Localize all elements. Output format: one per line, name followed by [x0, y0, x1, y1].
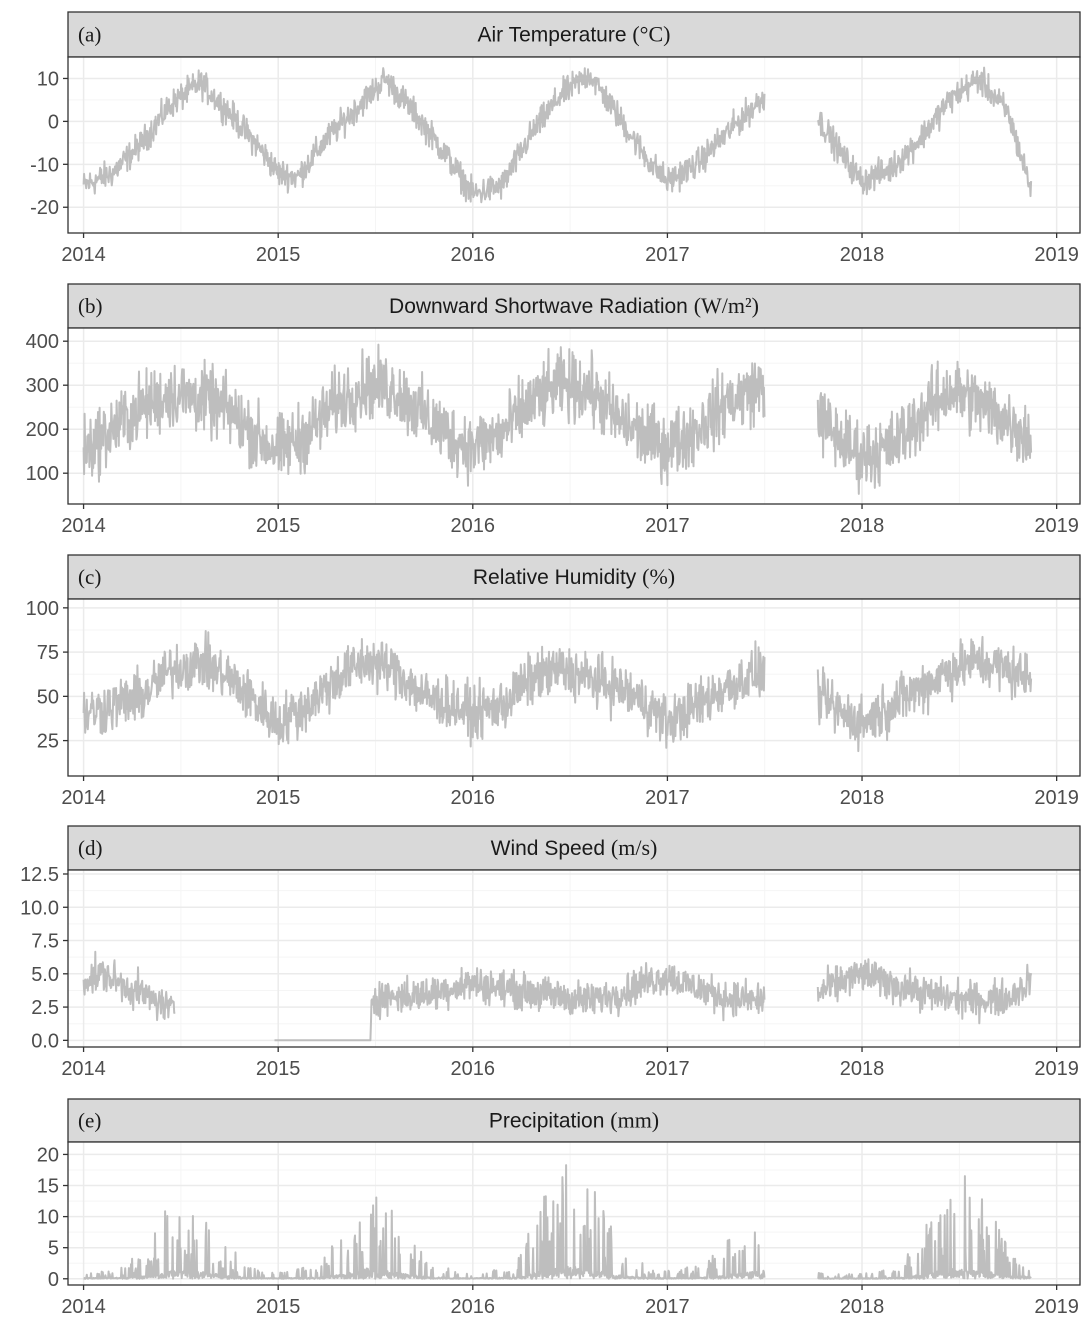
x-tick-label: 2015: [256, 787, 301, 809]
x-tick-label: 2019: [1034, 787, 1079, 809]
panel-title: Relative Humidity (%): [473, 564, 675, 589]
plot-area: [68, 870, 1080, 1047]
panel-a: (a) Air Temperature (°C) 10 0 -10 -20 2014 2015…: [30, 11, 1081, 266]
series-line: [82, 630, 1033, 753]
y-tick-label: 50: [37, 686, 59, 708]
series-line: [83, 1164, 1032, 1280]
panel-tag: (a): [78, 23, 101, 47]
panel-tag: (d): [78, 836, 103, 860]
panel-unit: (%): [642, 564, 675, 589]
series-line: [82, 343, 1033, 495]
y-tick-label: 10: [37, 68, 59, 90]
panel-title: Downward Shortwave Radiation (W/m²): [389, 293, 759, 318]
y-tick-label: 5: [48, 1238, 59, 1260]
x-tick-label: 2019: [1034, 1296, 1079, 1318]
y-tick-label: 25: [37, 731, 59, 753]
panel-tag: (b): [78, 294, 103, 318]
x-tick-label: 2014: [61, 1058, 106, 1080]
panel-unit: (mm): [610, 1108, 659, 1133]
x-tick-label: 2016: [451, 515, 496, 537]
panel-strip: [67, 283, 1081, 329]
x-tick-label: 2015: [256, 244, 301, 266]
x-tick-label: 2014: [61, 244, 106, 266]
y-tick-label: 300: [26, 375, 59, 397]
y-tick-label: -20: [30, 197, 59, 219]
panel-border: [67, 869, 1081, 1048]
panel-title: Air Temperature (°C): [478, 22, 671, 47]
y-tick-label: 10: [37, 1207, 59, 1229]
y-tick-label: 5.0: [31, 964, 59, 986]
panel-unit: (m/s): [611, 835, 657, 860]
x-tick-label: 2016: [451, 1296, 496, 1318]
panel-c: (c) Relative Humidity (%) 100 75 50 25 2014 201…: [26, 554, 1081, 809]
x-tick-label: 2014: [61, 1296, 106, 1318]
panel-border: [67, 56, 1081, 234]
y-tick-label: 10.0: [20, 897, 59, 919]
y-tick-label: 200: [26, 419, 59, 441]
x-tick-label: 2019: [1034, 515, 1079, 537]
series-line: [82, 950, 1033, 1042]
y-tick-label: 400: [26, 331, 59, 353]
series-line: [82, 66, 1033, 204]
panel-unit: (°C): [632, 22, 670, 47]
x-tick-label: 2014: [61, 515, 106, 537]
y-tick-label: -10: [30, 154, 59, 176]
x-tick-label: 2015: [256, 1058, 301, 1080]
panel-b: (b) Downward Shortwave Radiation (W/m²) 40…: [26, 283, 1081, 537]
panel-border: [67, 327, 1081, 505]
panel-title: Precipitation (mm): [489, 1108, 659, 1133]
y-tick-label: 0.0: [31, 1030, 59, 1052]
y-tick-label: 0: [48, 111, 59, 133]
x-tick-label: 2017: [645, 1296, 690, 1318]
x-tick-label: 2018: [840, 787, 885, 809]
x-tick-label: 2017: [645, 1058, 690, 1080]
panel-border: [67, 598, 1081, 777]
x-tick-label: 2016: [451, 244, 496, 266]
y-tick-label: 75: [37, 642, 59, 664]
panel-tag: (e): [78, 1109, 101, 1133]
x-tick-label: 2015: [256, 515, 301, 537]
x-tick-label: 2015: [256, 1296, 301, 1318]
panel-unit: (W/m²): [694, 293, 759, 318]
y-tick-label: 100: [26, 598, 59, 620]
x-tick-label: 2018: [840, 1058, 885, 1080]
y-tick-label: 12.5: [20, 864, 59, 886]
panel-strip: [67, 554, 1081, 600]
x-tick-label: 2017: [645, 244, 690, 266]
x-tick-label: 2017: [645, 787, 690, 809]
y-tick-label: 20: [37, 1144, 59, 1166]
x-tick-label: 2016: [451, 1058, 496, 1080]
panel-strip: [67, 825, 1081, 871]
y-tick-label: 2.5: [31, 997, 59, 1019]
x-tick-label: 2016: [451, 787, 496, 809]
x-tick-label: 2014: [61, 787, 106, 809]
panel-border: [67, 1141, 1081, 1286]
x-tick-label: 2017: [645, 515, 690, 537]
panel-strip: [67, 11, 1081, 58]
x-tick-label: 2019: [1034, 1058, 1079, 1080]
x-tick-label: 2019: [1034, 244, 1079, 266]
y-tick-label: 7.5: [31, 931, 59, 953]
panel-title: Wind Speed (m/s): [491, 835, 658, 860]
panel-strip: [67, 1098, 1081, 1143]
x-tick-label: 2018: [840, 1296, 885, 1318]
panel-d: (d) Wind Speed (m/s)12.510.07.55.02.50.02…: [20, 825, 1081, 1080]
y-tick-label: 0: [48, 1269, 59, 1291]
x-tick-label: 2018: [840, 515, 885, 537]
y-tick-label: 100: [26, 463, 59, 485]
x-tick-label: 2018: [840, 244, 885, 266]
y-tick-label: 15: [37, 1176, 59, 1198]
panel-tag: (c): [78, 565, 101, 589]
